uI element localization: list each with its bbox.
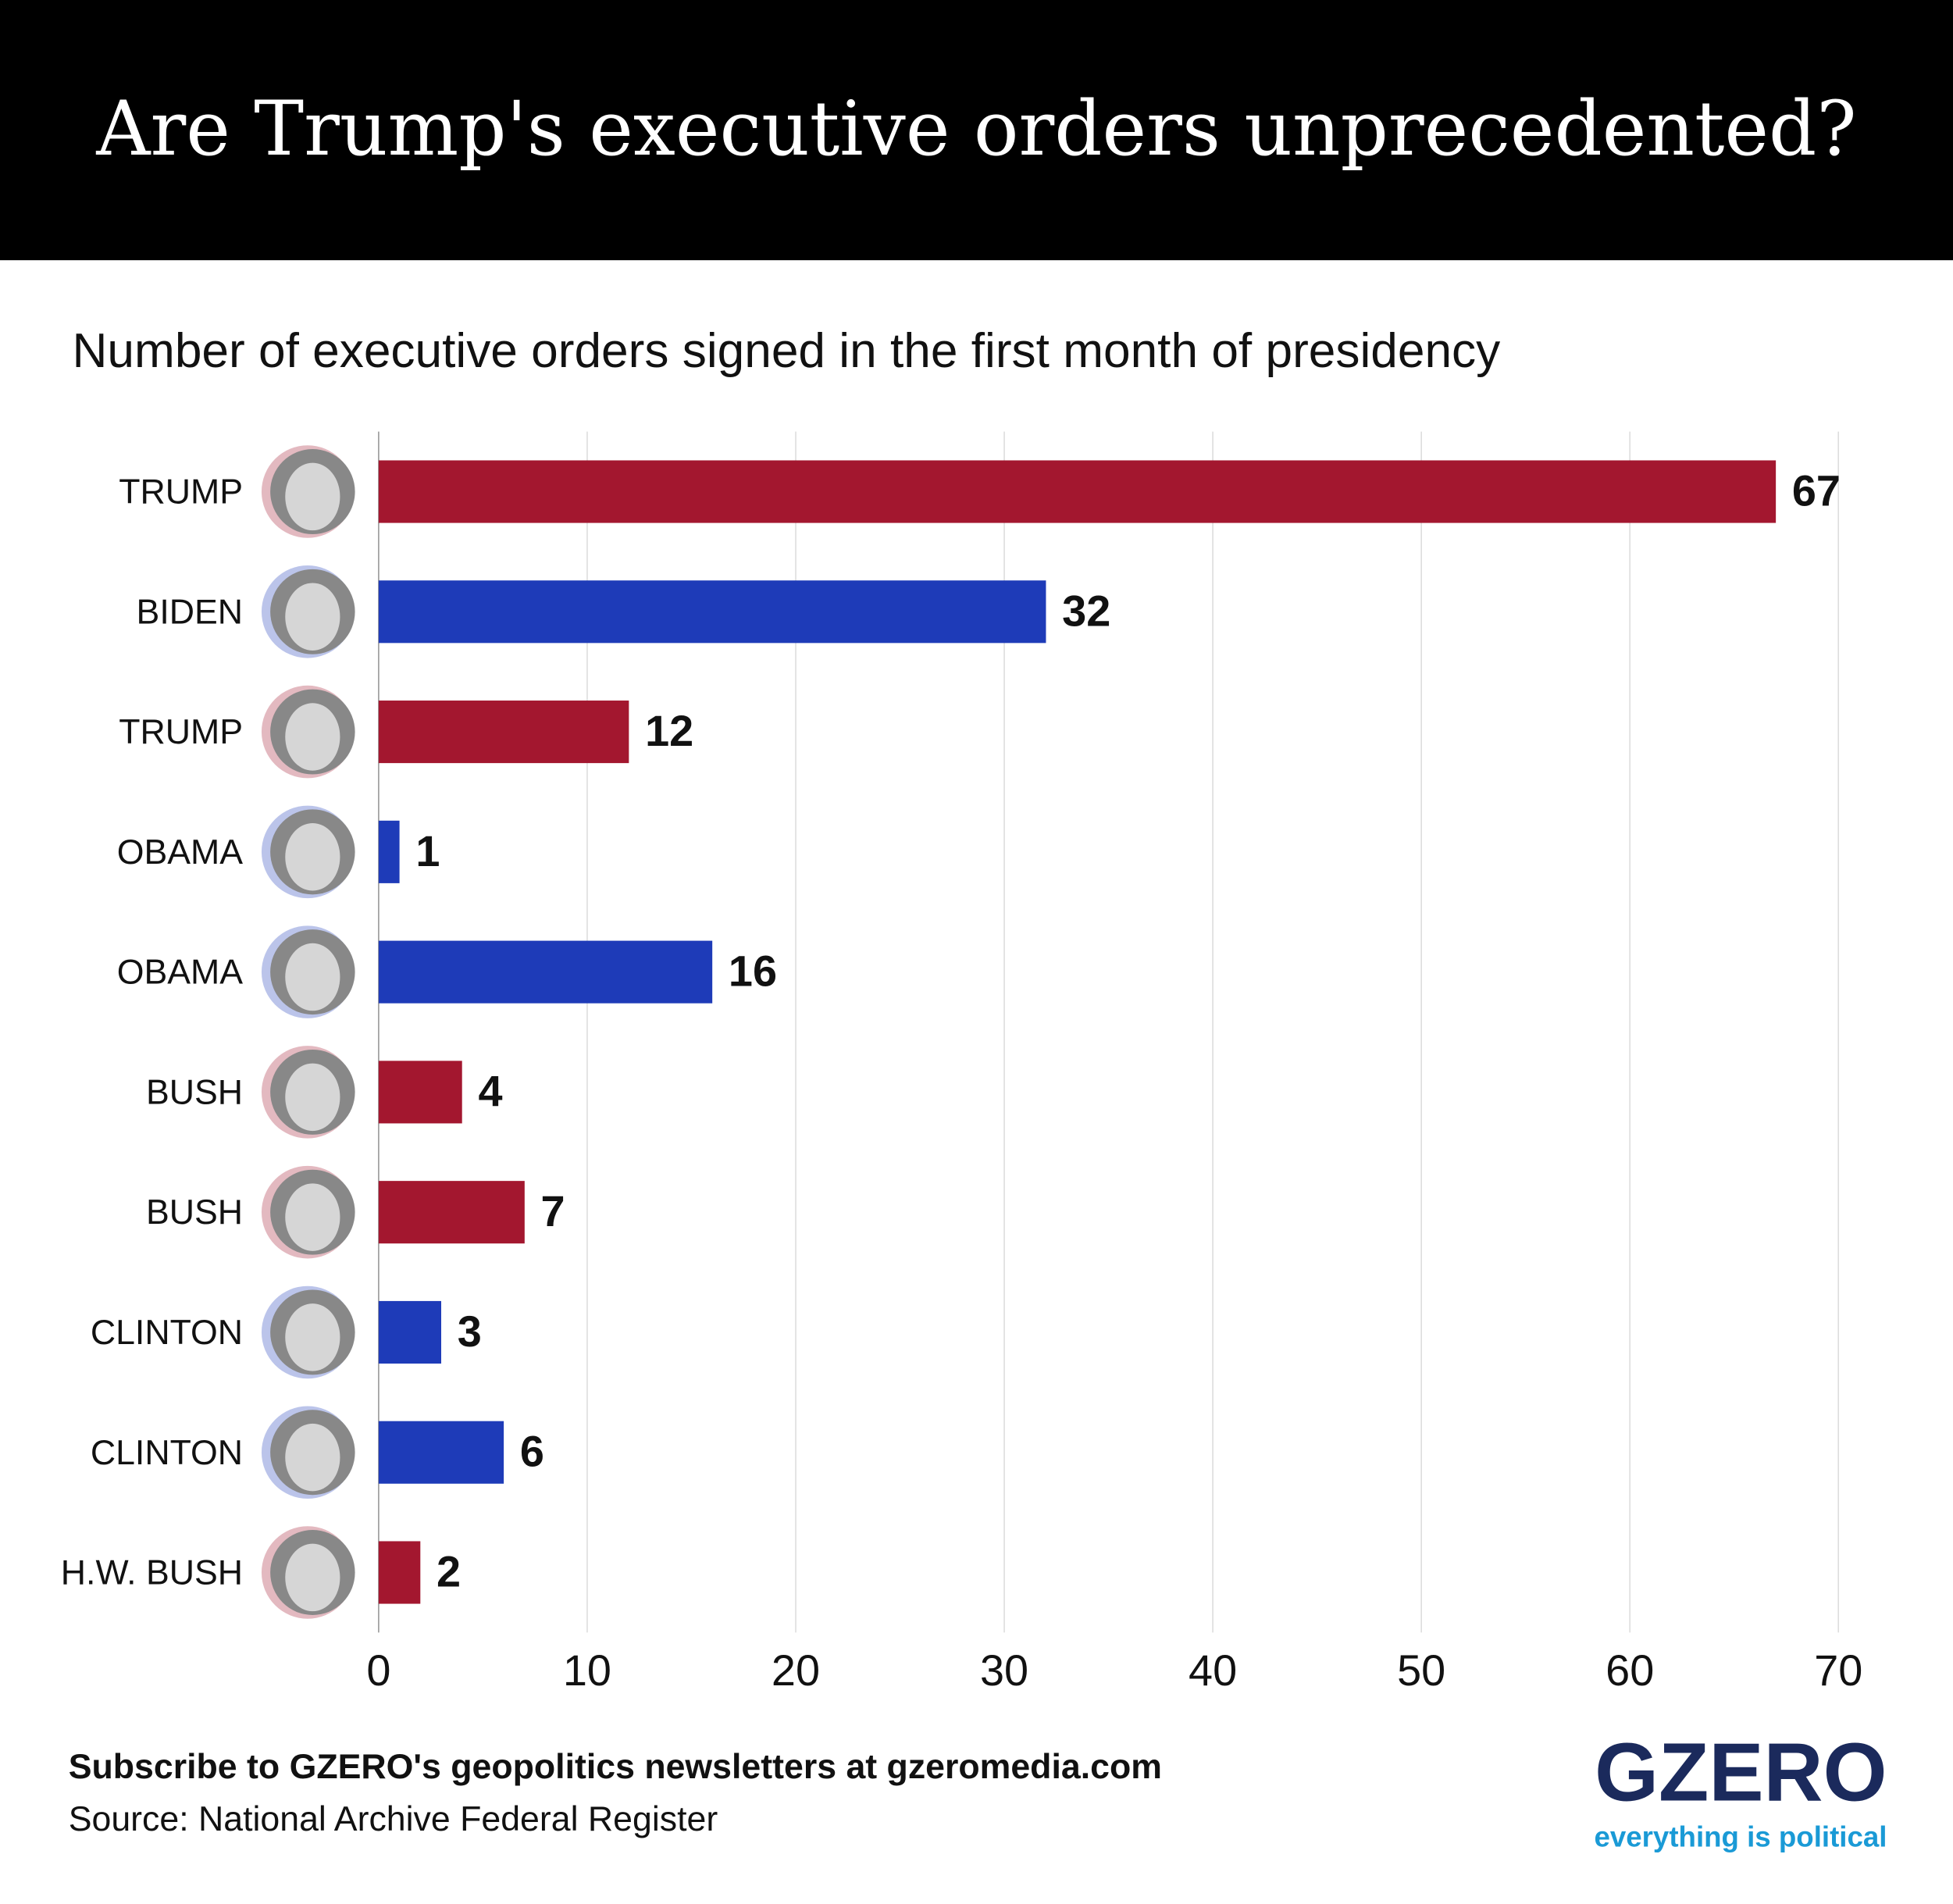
brand-logo: GZERO [1595,1728,1887,1819]
value-label: 2 [437,1546,461,1596]
portrait-face [285,823,340,891]
value-label: 12 [645,706,693,755]
value-label: 6 [520,1427,544,1476]
portrait-face [285,1423,340,1492]
x-tick-label: 20 [772,1645,820,1695]
bar [378,1541,421,1604]
value-label: 3 [458,1307,482,1356]
portrait-face [285,943,340,1011]
bar [378,820,400,883]
y-tick-label: BIDEN [137,592,243,631]
bar [378,460,1777,523]
chart-subtitle: Number of executive orders signed in the… [73,324,1502,378]
x-tick-label: 50 [1397,1645,1445,1695]
portrait-face [285,1303,340,1371]
source: Source: National Archive Federal Registe… [69,1799,718,1838]
portrait-face [285,462,340,531]
value-label: 67 [1792,465,1841,515]
bar [378,940,713,1004]
x-tick-label: 30 [980,1645,1028,1695]
y-tick-label: CLINTON [91,1433,243,1472]
y-tick-label: BUSH [146,1193,243,1232]
note: Subscribe to GZERO's geopolitics newslet… [69,1747,1162,1786]
value-label: 4 [478,1066,502,1115]
y-tick-label: BUSH [146,1072,243,1111]
x-tick-label: 10 [563,1645,611,1695]
bar [378,580,1046,644]
header-band [0,0,1953,261]
chart-title: Are Trump's executive orders unprecedent… [95,85,1856,173]
y-tick-label: TRUMP [119,472,243,511]
value-label: 1 [415,826,440,875]
bar [378,1181,525,1244]
value-label: 7 [541,1186,565,1235]
y-tick-label: OBAMA [117,953,243,992]
value-label: 16 [729,947,777,996]
y-tick-label: OBAMA [117,833,243,872]
value-label: 32 [1062,586,1110,635]
portrait-face [285,1063,340,1132]
portrait-face [285,1183,340,1251]
bar [378,1421,504,1484]
brand-tagline: everything is political [1594,1820,1887,1852]
portrait-face [285,703,340,771]
y-tick-label: TRUMP [119,712,243,751]
y-tick-label: CLINTON [91,1313,243,1352]
x-tick-label: 40 [1189,1645,1237,1695]
bar [378,1300,442,1364]
y-tick-label: H.W. BUSH [61,1553,243,1592]
bar [378,1061,462,1124]
x-tick-label: 60 [1606,1645,1654,1695]
bar [378,701,629,764]
x-tick-label: 70 [1814,1645,1862,1695]
portrait-face [285,583,340,651]
x-tick-label: 0 [366,1645,390,1695]
portrait-face [285,1543,340,1612]
